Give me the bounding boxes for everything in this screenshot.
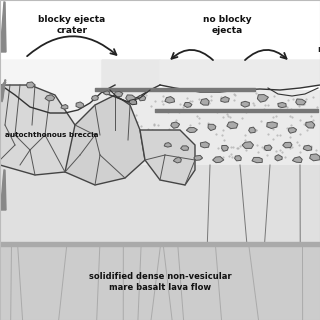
Polygon shape — [102, 60, 160, 102]
Polygon shape — [61, 105, 68, 109]
Polygon shape — [165, 97, 174, 103]
Text: blocky ejecta
crater: blocky ejecta crater — [38, 15, 106, 35]
Polygon shape — [114, 92, 123, 97]
Polygon shape — [104, 91, 110, 95]
Polygon shape — [249, 127, 255, 133]
Polygon shape — [140, 130, 195, 185]
Polygon shape — [0, 82, 6, 102]
Polygon shape — [139, 95, 146, 101]
Polygon shape — [0, 165, 320, 245]
Polygon shape — [296, 99, 306, 105]
Polygon shape — [173, 157, 181, 163]
Polygon shape — [222, 145, 228, 151]
Polygon shape — [212, 156, 224, 163]
Polygon shape — [0, 60, 115, 113]
Text: autochthonous breccia: autochthonous breccia — [5, 132, 99, 138]
Text: no blocky
ejecta: no blocky ejecta — [203, 15, 251, 35]
Polygon shape — [200, 142, 209, 148]
Polygon shape — [252, 157, 262, 163]
Text: solidified dense non-vesicular
mare basalt lava flow: solidified dense non-vesicular mare basa… — [89, 272, 231, 292]
Polygon shape — [275, 155, 282, 161]
Polygon shape — [200, 99, 209, 105]
Polygon shape — [0, 85, 80, 175]
Polygon shape — [310, 154, 320, 161]
Polygon shape — [0, 170, 6, 210]
Polygon shape — [0, 80, 6, 96]
Polygon shape — [0, 2, 6, 52]
Polygon shape — [0, 90, 320, 165]
Polygon shape — [221, 97, 229, 102]
Polygon shape — [283, 142, 292, 148]
Polygon shape — [303, 145, 312, 151]
Polygon shape — [164, 143, 172, 147]
Polygon shape — [129, 100, 137, 105]
Polygon shape — [257, 94, 268, 102]
Polygon shape — [306, 122, 315, 128]
Polygon shape — [278, 102, 286, 108]
Polygon shape — [267, 122, 277, 129]
Polygon shape — [186, 128, 197, 132]
Polygon shape — [160, 60, 320, 92]
Polygon shape — [242, 142, 253, 148]
Polygon shape — [184, 102, 192, 108]
Text: regol: regol — [317, 45, 320, 54]
Polygon shape — [26, 82, 35, 88]
Polygon shape — [288, 128, 297, 133]
Polygon shape — [45, 95, 55, 101]
Polygon shape — [241, 101, 249, 107]
Polygon shape — [227, 122, 238, 129]
Polygon shape — [171, 122, 180, 128]
Polygon shape — [235, 156, 241, 161]
Polygon shape — [194, 156, 203, 160]
Polygon shape — [180, 146, 188, 150]
Polygon shape — [65, 95, 145, 185]
Polygon shape — [76, 102, 84, 108]
Polygon shape — [292, 157, 302, 163]
Polygon shape — [0, 245, 320, 320]
Polygon shape — [264, 145, 272, 150]
Polygon shape — [126, 95, 136, 101]
Polygon shape — [208, 124, 216, 131]
Polygon shape — [0, 0, 320, 90]
Polygon shape — [92, 95, 98, 101]
